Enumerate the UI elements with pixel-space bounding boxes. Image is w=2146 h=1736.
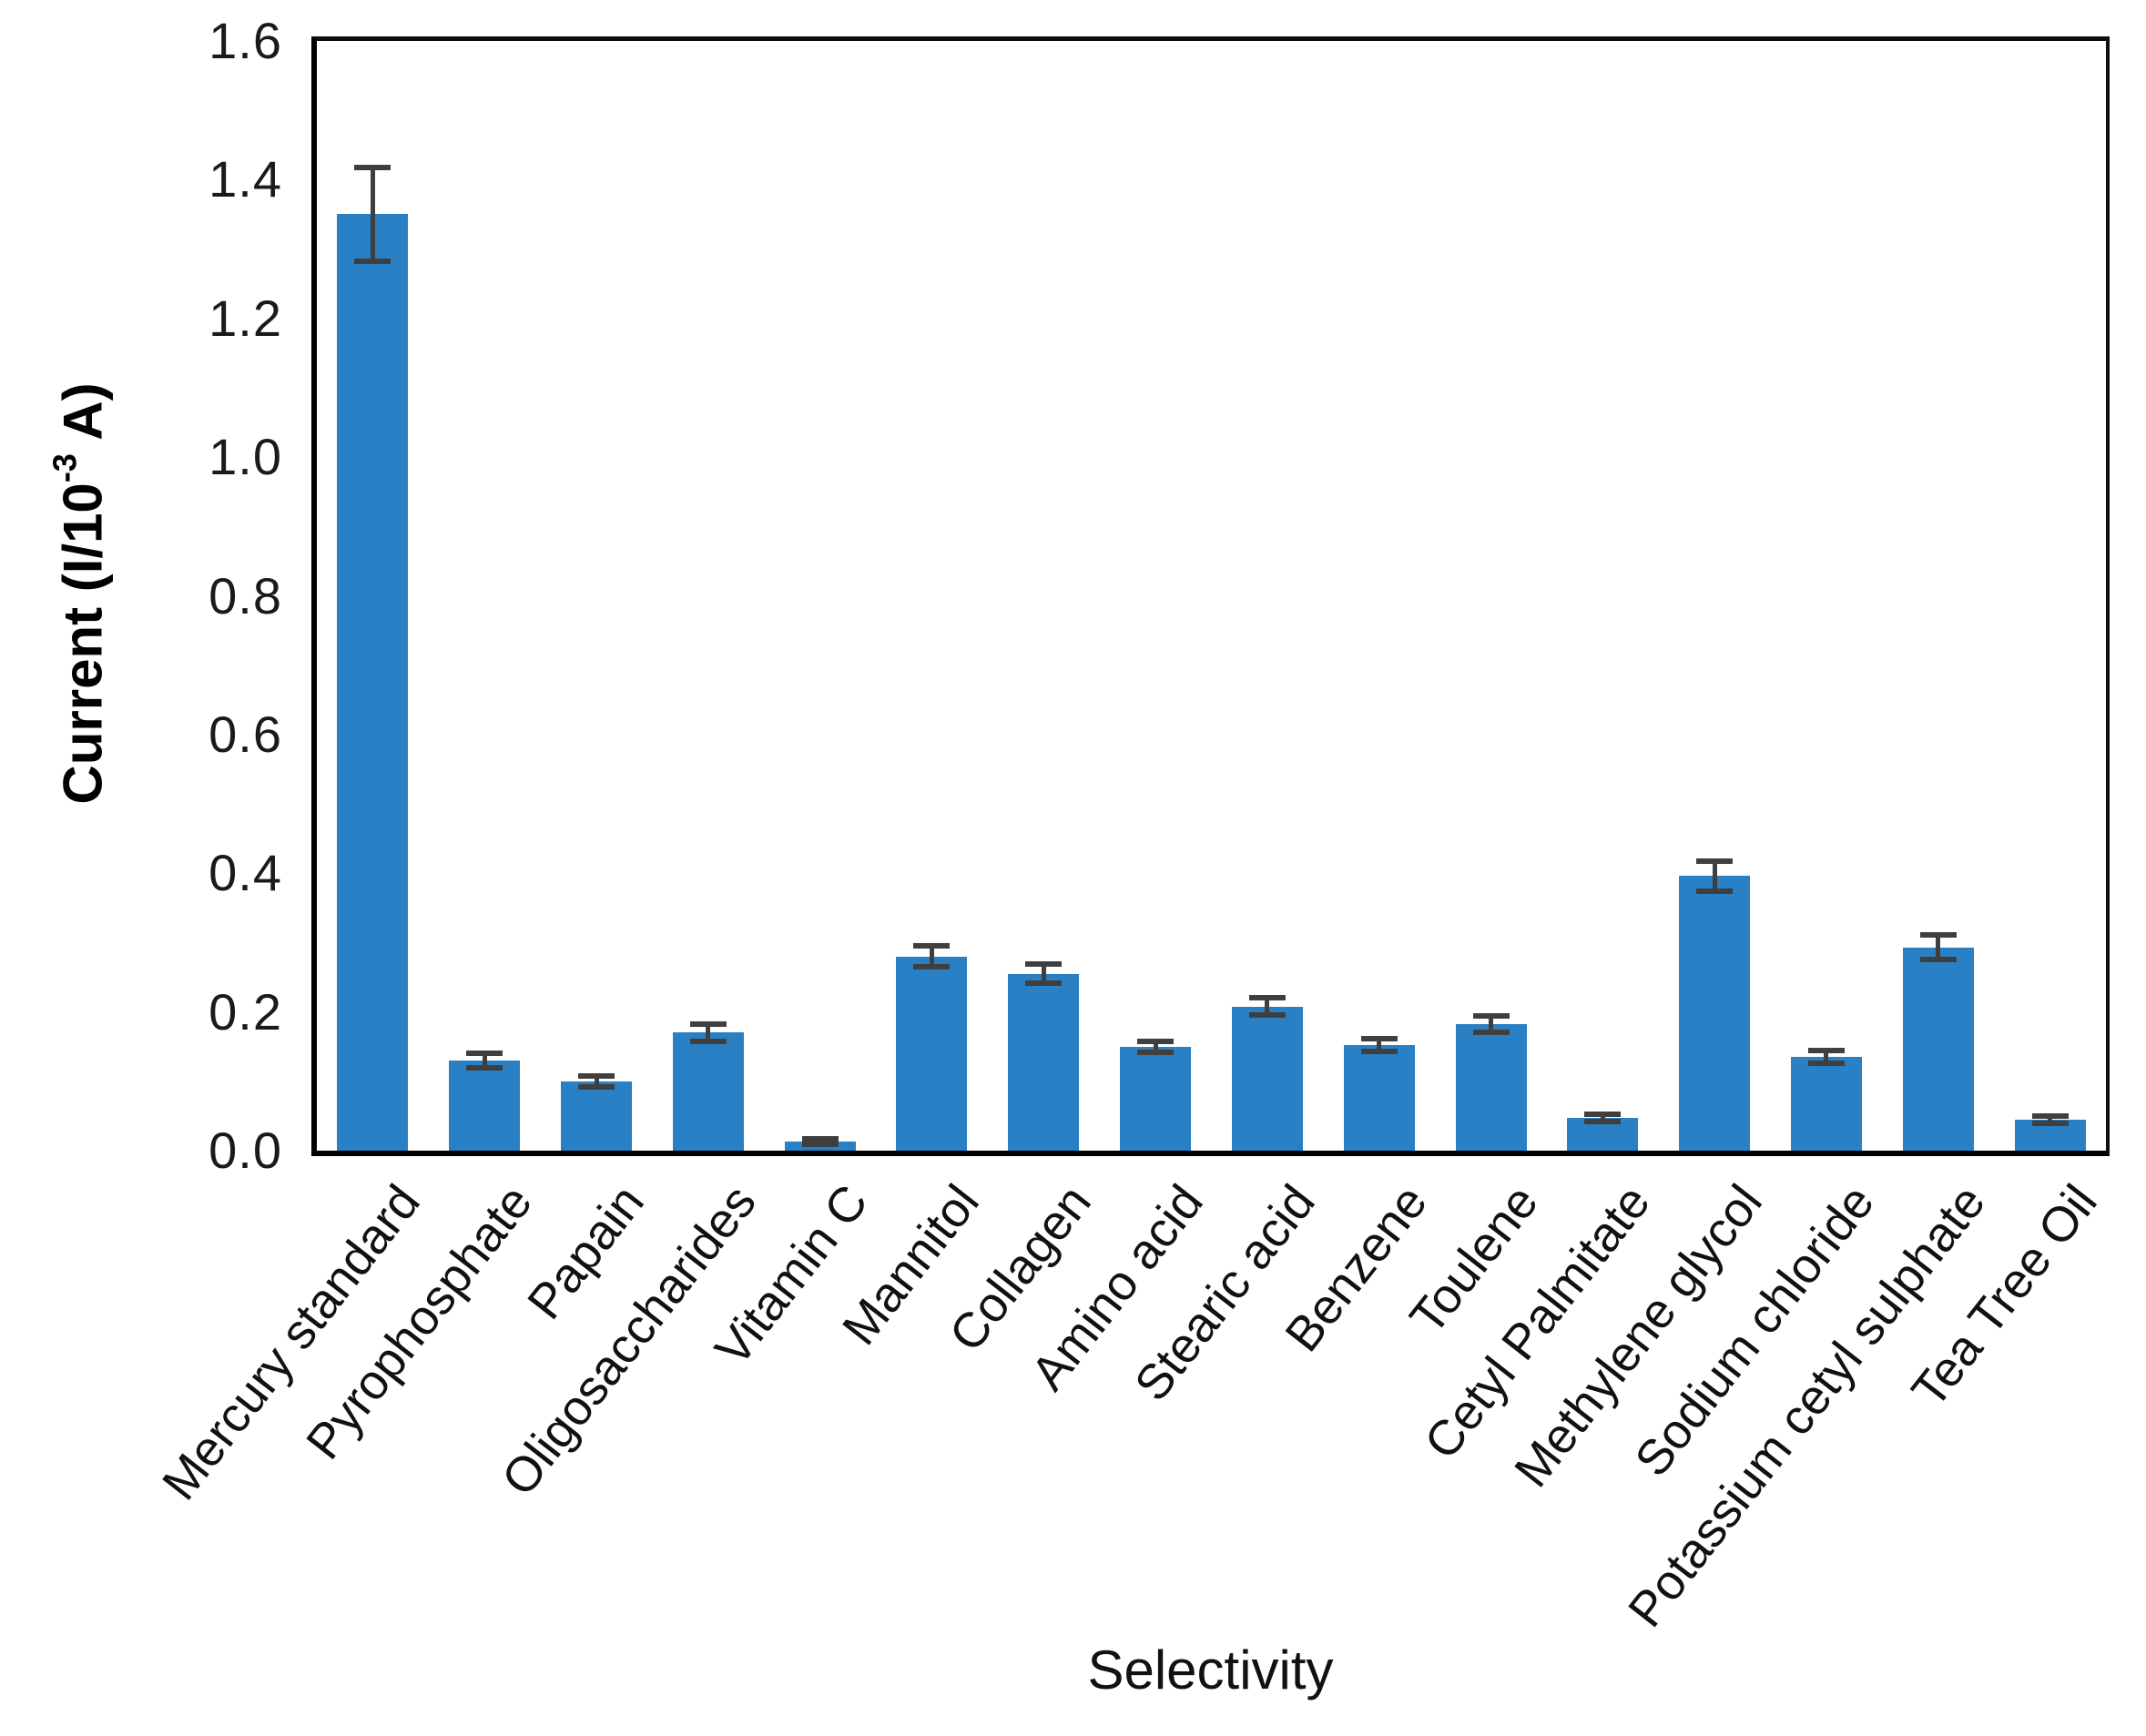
bar-benzene bbox=[1343, 1045, 1415, 1151]
error-bar-papain bbox=[594, 1075, 599, 1087]
error-bar-collagen bbox=[1041, 964, 1046, 984]
y-tick-label-0-6: 0.6 bbox=[208, 705, 282, 763]
y-tick-label-0-4: 0.4 bbox=[208, 844, 282, 902]
error-cap-top-potassium-cetyl-sulphate bbox=[1919, 932, 1957, 939]
error-bar-mannitol bbox=[929, 946, 934, 968]
error-cap-bottom-tea-tree-oil bbox=[2031, 1120, 2069, 1126]
error-bar-amino-acid bbox=[1153, 1041, 1158, 1052]
error-bar-cetyl-palmitate bbox=[1600, 1114, 1605, 1122]
error-bar-oligosaccharides bbox=[706, 1023, 711, 1042]
error-cap-top-vitamin-c bbox=[801, 1136, 839, 1142]
bar-collagen bbox=[1008, 973, 1080, 1151]
y-tick-label-1-4: 1.4 bbox=[208, 150, 282, 208]
error-cap-bottom-sodium-chloride bbox=[1807, 1061, 1845, 1067]
bar-mercury-standard bbox=[337, 214, 409, 1151]
bar-pyrophosphate bbox=[449, 1060, 521, 1151]
bar-methylene-glycol bbox=[1679, 876, 1751, 1151]
error-cap-bottom-pyrophosphate bbox=[466, 1065, 503, 1071]
error-cap-bottom-toulene bbox=[1472, 1030, 1510, 1036]
bar-papain bbox=[561, 1081, 633, 1151]
error-cap-bottom-collagen bbox=[1025, 980, 1063, 987]
error-bar-tea-tree-oil bbox=[2048, 1115, 2053, 1123]
y-axis-title-superscript: -3 bbox=[46, 453, 84, 483]
error-cap-top-oligosaccharides bbox=[689, 1020, 727, 1027]
error-cap-top-sodium-chloride bbox=[1807, 1048, 1845, 1054]
y-tick-label-0-8: 0.8 bbox=[208, 566, 282, 624]
error-bar-benzene bbox=[1377, 1039, 1382, 1052]
bar-stearic-acid bbox=[1231, 1006, 1303, 1151]
y-axis-title-suffix: A) bbox=[52, 382, 114, 454]
error-cap-bottom-cetyl-palmitate bbox=[1584, 1119, 1622, 1125]
error-cap-bottom-stearic-acid bbox=[1248, 1012, 1286, 1019]
error-cap-top-stearic-acid bbox=[1248, 994, 1286, 1000]
bar-potassium-cetyl-sulphate bbox=[1902, 947, 1974, 1151]
error-bar-stearic-acid bbox=[1265, 997, 1270, 1016]
bar-amino-acid bbox=[1120, 1046, 1192, 1151]
error-cap-bottom-mercury-standard bbox=[354, 258, 392, 264]
error-cap-top-methylene-glycol bbox=[1696, 858, 1734, 864]
error-cap-top-collagen bbox=[1025, 961, 1063, 968]
bar-toulene bbox=[1455, 1024, 1527, 1151]
error-cap-top-mercury-standard bbox=[354, 165, 392, 171]
y-tick-label-0-0: 0.0 bbox=[208, 1122, 282, 1179]
error-cap-top-benzene bbox=[1360, 1036, 1398, 1042]
plot-area bbox=[311, 36, 2110, 1156]
error-bar-potassium-cetyl-sulphate bbox=[1936, 935, 1941, 960]
error-cap-top-toulene bbox=[1472, 1013, 1510, 1020]
error-cap-bottom-mannitol bbox=[913, 964, 951, 970]
error-cap-top-papain bbox=[578, 1072, 615, 1079]
x-axis-title: Selectivity bbox=[1087, 1640, 1334, 1700]
error-bar-pyrophosphate bbox=[482, 1052, 487, 1069]
error-cap-bottom-papain bbox=[578, 1083, 615, 1090]
y-tick-label-1-6: 1.6 bbox=[208, 12, 282, 69]
error-cap-top-amino-acid bbox=[1137, 1038, 1175, 1044]
error-bar-toulene bbox=[1489, 1016, 1494, 1033]
error-bar-methylene-glycol bbox=[1712, 860, 1717, 892]
error-cap-top-mannitol bbox=[913, 943, 951, 949]
error-cap-bottom-amino-acid bbox=[1137, 1049, 1175, 1055]
error-cap-top-tea-tree-oil bbox=[2031, 1112, 2069, 1119]
error-cap-top-cetyl-palmitate bbox=[1584, 1112, 1622, 1118]
y-axis-title: Current (I/10-3 A) bbox=[46, 382, 115, 804]
error-cap-bottom-benzene bbox=[1360, 1049, 1398, 1055]
y-axis-title-prefix: Current (I/10 bbox=[52, 482, 114, 805]
error-cap-bottom-vitamin-c bbox=[801, 1142, 839, 1148]
error-bar-sodium-chloride bbox=[1824, 1051, 1829, 1064]
bar-oligosaccharides bbox=[672, 1032, 744, 1151]
y-tick-label-1-2: 1.2 bbox=[208, 289, 282, 347]
error-cap-bottom-oligosaccharides bbox=[689, 1039, 727, 1045]
bar-mannitol bbox=[896, 956, 968, 1151]
error-bar-mercury-standard bbox=[370, 168, 375, 261]
error-cap-bottom-potassium-cetyl-sulphate bbox=[1919, 957, 1957, 963]
y-tick-label-0-2: 0.2 bbox=[208, 982, 282, 1041]
error-cap-top-pyrophosphate bbox=[466, 1050, 503, 1056]
bar-sodium-chloride bbox=[1790, 1057, 1862, 1151]
error-cap-bottom-methylene-glycol bbox=[1696, 888, 1734, 895]
y-tick-label-1-0: 1.0 bbox=[208, 428, 282, 486]
error-bar-vitamin-c bbox=[818, 1139, 823, 1145]
